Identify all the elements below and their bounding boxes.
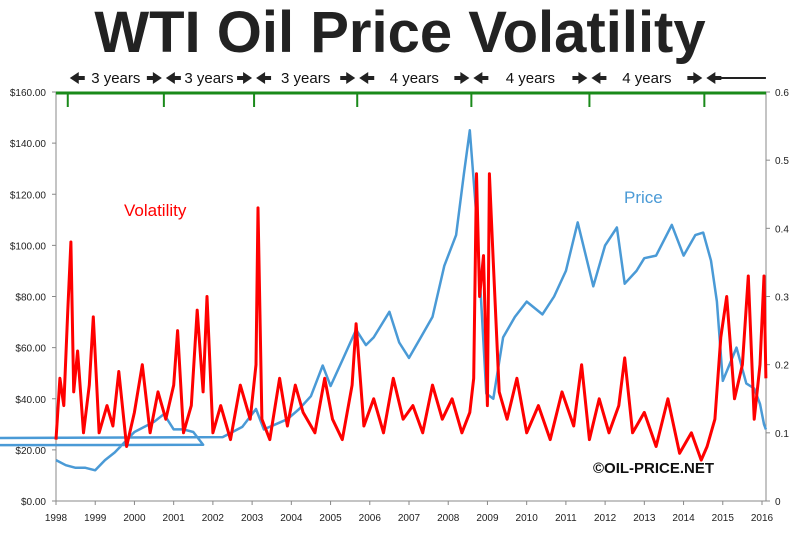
y-right-tick-label: 0.6 (775, 88, 789, 99)
y-left-tick-label: $160.00 (10, 88, 47, 99)
y-right-tick-label: 0.4 (775, 224, 789, 235)
left-arrow-icon (473, 72, 489, 84)
y-left-tick-label: $60.00 (15, 344, 46, 355)
x-tick-label: 2015 (712, 513, 735, 524)
left-arrow-icon (69, 72, 85, 84)
left-arrow-icon (706, 72, 722, 84)
cycle-label: 4 years (390, 70, 439, 87)
x-tick-label: 2007 (398, 513, 421, 524)
right-arrow-icon (687, 72, 703, 84)
right-arrow-icon (340, 72, 356, 84)
x-tick-label: 1999 (84, 513, 107, 524)
x-tick-label: 2002 (202, 513, 225, 524)
y-right-tick-label: 0.1 (775, 429, 789, 440)
y-right-tick-label: 0.3 (775, 293, 789, 304)
volatility-label: Volatility (124, 201, 187, 220)
y-right-tick-label: 0.2 (775, 361, 789, 372)
x-tick-label: 1998 (45, 513, 68, 524)
left-arrow-icon (256, 72, 272, 84)
cycle-label: 3 years (184, 70, 233, 87)
right-arrow-icon (572, 72, 588, 84)
left-arrow-icon (359, 72, 375, 84)
x-tick-label: 2004 (280, 513, 303, 524)
volatility-line (54, 172, 768, 462)
y-left-tick-label: $140.00 (10, 139, 47, 150)
y-left-tick-label: $120.00 (10, 190, 47, 201)
left-arrow-icon (165, 72, 181, 84)
x-tick-label: 2014 (672, 513, 695, 524)
right-arrow-icon (454, 72, 470, 84)
right-arrow-icon (146, 72, 162, 84)
x-tick-label: 2016 (751, 513, 774, 524)
price-line (0, 129, 768, 472)
x-tick-label: 2001 (163, 513, 186, 524)
cycle-label: 3 years (281, 70, 330, 87)
cycle-label: 4 years (622, 70, 671, 87)
y-left-tick-label: $100.00 (10, 241, 47, 252)
cycle-label: 3 years (91, 70, 140, 87)
y-right-tick-label: 0.5 (775, 156, 789, 167)
copyright-text: ©OIL-PRICE.NET (593, 460, 715, 477)
x-tick-label: 2012 (594, 513, 617, 524)
y-left-tick-label: $40.00 (15, 395, 46, 406)
x-tick-label: 2003 (241, 513, 264, 524)
y-left-tick-label: $0.00 (21, 497, 46, 508)
x-tick-label: 2011 (555, 513, 577, 524)
chart-title: WTI Oil Price Volatility (94, 0, 706, 65)
x-tick-label: 2000 (123, 513, 146, 524)
right-arrow-icon (237, 72, 253, 84)
y-right-tick-label: 0 (775, 497, 781, 508)
y-left-tick-label: $20.00 (15, 446, 46, 457)
y-left-tick-label: $80.00 (15, 293, 46, 304)
x-tick-label: 2009 (476, 513, 499, 524)
x-tick-label: 2006 (359, 513, 382, 524)
price-label: Price (624, 188, 663, 207)
x-tick-label: 2010 (516, 513, 539, 524)
left-arrow-icon (591, 72, 607, 84)
x-tick-label: 2005 (319, 513, 342, 524)
x-tick-label: 2008 (437, 513, 460, 524)
cycle-label: 4 years (506, 70, 555, 87)
x-tick-label: 2013 (633, 513, 656, 524)
